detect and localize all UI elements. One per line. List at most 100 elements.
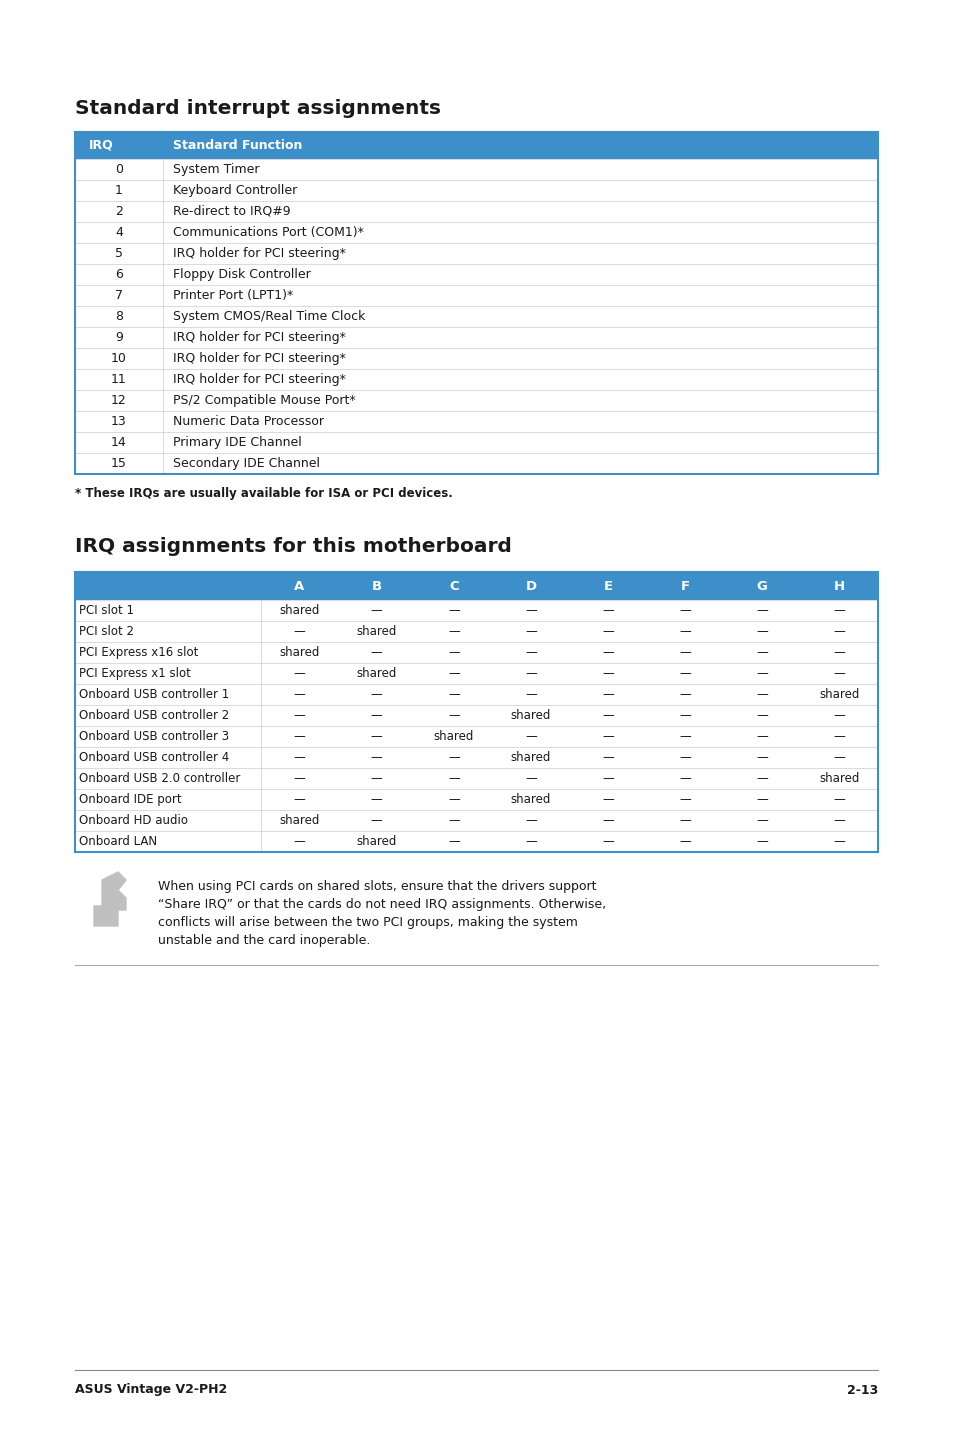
Text: IRQ holder for PCI steering*: IRQ holder for PCI steering*: [172, 352, 346, 365]
Text: 6: 6: [115, 267, 123, 280]
Text: Onboard USB 2.0 controller: Onboard USB 2.0 controller: [79, 772, 240, 785]
Text: F: F: [679, 580, 689, 592]
Text: shared: shared: [279, 604, 319, 617]
Text: 5: 5: [115, 247, 123, 260]
Text: shared: shared: [510, 751, 551, 764]
Text: —: —: [371, 709, 382, 722]
Text: Onboard IDE port: Onboard IDE port: [79, 792, 181, 807]
Text: —: —: [524, 814, 537, 827]
Text: Keyboard Controller: Keyboard Controller: [172, 184, 297, 197]
Text: 13: 13: [111, 416, 127, 429]
Text: Onboard USB controller 2: Onboard USB controller 2: [79, 709, 229, 722]
Text: —: —: [833, 814, 844, 827]
Text: —: —: [679, 687, 690, 700]
Text: Secondary IDE Channel: Secondary IDE Channel: [172, 457, 319, 470]
Text: —: —: [679, 604, 690, 617]
Text: 14: 14: [111, 436, 127, 449]
Text: 10: 10: [111, 352, 127, 365]
Text: —: —: [679, 835, 690, 848]
Text: Onboard USB controller 1: Onboard USB controller 1: [79, 687, 229, 700]
Text: —: —: [833, 604, 844, 617]
Text: shared: shared: [356, 626, 396, 638]
Text: 11: 11: [111, 372, 127, 385]
Text: Floppy Disk Controller: Floppy Disk Controller: [172, 267, 311, 280]
Text: Numeric Data Processor: Numeric Data Processor: [172, 416, 324, 429]
Text: —: —: [294, 751, 305, 764]
Text: 7: 7: [115, 289, 123, 302]
Text: —: —: [756, 792, 767, 807]
Text: —: —: [371, 687, 382, 700]
Text: D: D: [525, 580, 536, 592]
Text: IRQ holder for PCI steering*: IRQ holder for PCI steering*: [172, 331, 346, 344]
Text: —: —: [371, 604, 382, 617]
Text: —: —: [679, 667, 690, 680]
Text: —: —: [448, 687, 459, 700]
Text: —: —: [601, 751, 614, 764]
Text: —: —: [448, 667, 459, 680]
Text: —: —: [524, 731, 537, 743]
Text: Standard interrupt assignments: Standard interrupt assignments: [75, 98, 440, 118]
Text: IRQ: IRQ: [89, 139, 113, 152]
Text: System CMOS/Real Time Clock: System CMOS/Real Time Clock: [172, 311, 365, 324]
Bar: [75, 132, 877, 475]
Text: —: —: [679, 709, 690, 722]
Text: shared: shared: [356, 835, 396, 848]
Text: —: —: [679, 792, 690, 807]
Text: —: —: [448, 835, 459, 848]
Text: PCI slot 2: PCI slot 2: [79, 626, 133, 638]
Text: —: —: [448, 646, 459, 659]
Text: —: —: [524, 835, 537, 848]
Text: PCI slot 1: PCI slot 1: [79, 604, 133, 617]
Text: PS/2 Compatible Mouse Port*: PS/2 Compatible Mouse Port*: [172, 394, 355, 407]
Text: IRQ holder for PCI steering*: IRQ holder for PCI steering*: [172, 372, 346, 385]
Text: 2-13: 2-13: [846, 1383, 877, 1396]
Text: Onboard HD audio: Onboard HD audio: [79, 814, 188, 827]
Text: —: —: [833, 751, 844, 764]
Text: Primary IDE Channel: Primary IDE Channel: [172, 436, 301, 449]
Text: —: —: [679, 646, 690, 659]
Text: —: —: [601, 772, 614, 785]
Text: —: —: [833, 626, 844, 638]
Text: —: —: [294, 709, 305, 722]
Text: —: —: [756, 626, 767, 638]
Text: —: —: [756, 709, 767, 722]
Text: —: —: [294, 731, 305, 743]
Text: 8: 8: [115, 311, 123, 324]
Text: —: —: [524, 667, 537, 680]
Text: —: —: [294, 667, 305, 680]
Bar: [75, 572, 877, 600]
Text: —: —: [833, 667, 844, 680]
Text: —: —: [601, 814, 614, 827]
Text: —: —: [448, 772, 459, 785]
Text: —: —: [448, 709, 459, 722]
Text: —: —: [448, 792, 459, 807]
Text: —: —: [371, 751, 382, 764]
Polygon shape: [102, 871, 126, 890]
Text: —: —: [756, 835, 767, 848]
Text: —: —: [294, 626, 305, 638]
Text: —: —: [833, 709, 844, 722]
Text: —: —: [601, 792, 614, 807]
Text: PCI Express x16 slot: PCI Express x16 slot: [79, 646, 198, 659]
Text: 4: 4: [115, 226, 123, 239]
Text: —: —: [524, 687, 537, 700]
Text: —: —: [679, 814, 690, 827]
Text: —: —: [601, 709, 614, 722]
Text: H: H: [833, 580, 844, 592]
Text: Onboard USB controller 4: Onboard USB controller 4: [79, 751, 229, 764]
Text: PCI Express x1 slot: PCI Express x1 slot: [79, 667, 191, 680]
Text: —: —: [524, 626, 537, 638]
Text: System Timer: System Timer: [172, 162, 259, 175]
Text: C: C: [449, 580, 458, 592]
Text: —: —: [601, 731, 614, 743]
Text: —: —: [294, 772, 305, 785]
Text: 0: 0: [115, 162, 123, 175]
Text: —: —: [756, 772, 767, 785]
Text: —: —: [756, 646, 767, 659]
Text: —: —: [601, 667, 614, 680]
Text: —: —: [371, 731, 382, 743]
Text: —: —: [679, 731, 690, 743]
Text: —: —: [294, 687, 305, 700]
Text: —: —: [679, 772, 690, 785]
Text: IRQ holder for PCI steering*: IRQ holder for PCI steering*: [172, 247, 346, 260]
